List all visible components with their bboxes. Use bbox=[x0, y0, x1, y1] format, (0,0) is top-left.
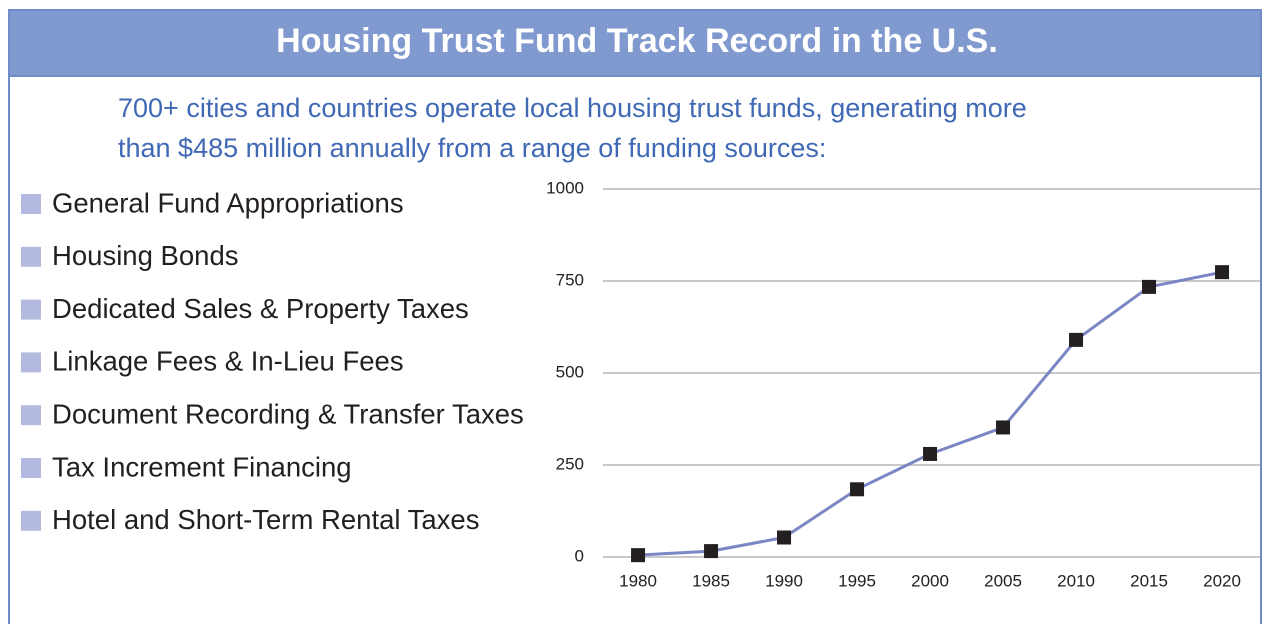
marker bbox=[996, 420, 1011, 435]
list-bullet bbox=[21, 352, 41, 373]
list-item: General Fund Appropriations bbox=[52, 187, 404, 218]
x-tick-label: 2015 bbox=[1130, 571, 1168, 590]
list-bullet bbox=[21, 194, 41, 214]
list-item: Housing Bonds bbox=[52, 240, 239, 271]
list-bullet bbox=[21, 405, 41, 426]
x-tick-label: 2010 bbox=[1057, 571, 1095, 590]
line bbox=[637, 270, 1223, 557]
list-bullet bbox=[21, 299, 41, 320]
marker bbox=[777, 530, 792, 545]
list-item: Linkage Fees & In-Lieu Fees bbox=[52, 346, 404, 377]
x-tick-label: 1980 bbox=[619, 571, 657, 590]
subtitle: than $485 million annually from a range … bbox=[118, 133, 826, 163]
y-tick-label: 750 bbox=[556, 270, 584, 289]
x-tick-label: 2005 bbox=[984, 571, 1022, 590]
list-item: Document Recording & Transfer Taxes bbox=[52, 398, 524, 429]
marker bbox=[704, 544, 719, 559]
x-tick-label: 1985 bbox=[692, 571, 730, 590]
list-item: Dedicated Sales & Property Taxes bbox=[52, 293, 469, 324]
list-bullet bbox=[21, 458, 41, 478]
y-tick-label: 0 bbox=[575, 546, 584, 565]
chart-title: Housing Trust Fund Track Record in the U… bbox=[276, 22, 998, 60]
x-tick-label: 1990 bbox=[765, 571, 803, 590]
list-item: Hotel and Short-Term Rental Taxes bbox=[52, 504, 479, 535]
subtitle: 700+ cities and countries operate local … bbox=[118, 93, 1027, 123]
marker bbox=[850, 482, 865, 497]
list-item: Tax Increment Financing bbox=[52, 451, 352, 482]
x-tick-label: 2000 bbox=[911, 571, 949, 590]
x-tick-label: 2020 bbox=[1203, 571, 1241, 590]
y-tick-label: 1000 bbox=[546, 178, 584, 197]
y-tick-label: 500 bbox=[556, 362, 584, 381]
marker bbox=[1069, 332, 1084, 347]
list-bullet bbox=[21, 246, 41, 267]
marker bbox=[631, 548, 646, 563]
x-tick-label: 1995 bbox=[838, 571, 876, 590]
marker bbox=[923, 446, 938, 461]
marker bbox=[1142, 279, 1157, 294]
y-tick-label: 250 bbox=[556, 454, 584, 473]
header-band bbox=[8, 9, 1262, 77]
marker bbox=[1215, 265, 1230, 280]
list-bullet bbox=[21, 510, 41, 531]
